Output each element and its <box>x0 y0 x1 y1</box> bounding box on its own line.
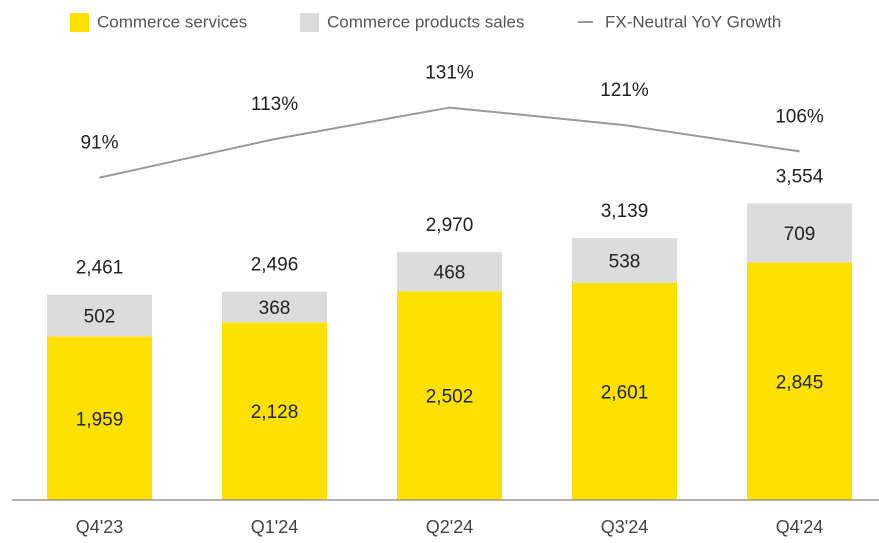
bar-segment <box>397 291 502 500</box>
total-label: 2,496 <box>251 255 299 276</box>
x-tick-label: Q2'24 <box>426 517 473 537</box>
bar-segment <box>397 252 502 292</box>
value-label: 1,959 <box>76 409 124 430</box>
bar-segment <box>572 282 677 500</box>
total-label: 2,461 <box>76 258 124 279</box>
bar-segment <box>222 322 327 500</box>
value-label: 2,128 <box>251 402 299 423</box>
total-label: 3,554 <box>776 166 824 187</box>
bar-segment <box>222 291 327 323</box>
x-tick-label: Q3'24 <box>601 517 648 537</box>
growth-label: 121% <box>600 80 649 101</box>
x-tick-label: Q4'23 <box>76 517 123 537</box>
bar-segment <box>747 203 852 263</box>
bar-segment <box>747 262 852 500</box>
bar-segment <box>47 336 152 500</box>
value-label: 2,502 <box>426 387 474 408</box>
legend-swatch <box>300 13 319 32</box>
growth-label: 113% <box>251 94 298 115</box>
value-label: 502 <box>84 307 116 328</box>
bar-segment <box>47 294 152 337</box>
value-label: 2,601 <box>601 382 649 403</box>
growth-label: 131% <box>425 63 474 84</box>
growth-label: 91% <box>80 133 118 154</box>
total-label: 2,970 <box>426 215 474 236</box>
x-tick-label: Q1'24 <box>251 517 298 537</box>
value-label: 709 <box>784 224 816 245</box>
legend-swatch <box>70 13 89 32</box>
x-tick-label: Q4'24 <box>776 517 823 537</box>
value-label: 368 <box>259 298 291 319</box>
total-label: 3,139 <box>601 201 649 222</box>
value-label: 468 <box>434 263 466 284</box>
growth-label: 106% <box>775 106 824 127</box>
value-label: 2,845 <box>776 372 824 393</box>
legend-label: Commerce services <box>97 12 247 31</box>
growth-line <box>99 106 800 179</box>
legend-label: Commerce products sales <box>327 12 524 31</box>
legend-label: FX-Neutral YoY Growth <box>605 12 781 31</box>
value-label: 538 <box>609 252 641 273</box>
bar-segment <box>572 238 677 283</box>
